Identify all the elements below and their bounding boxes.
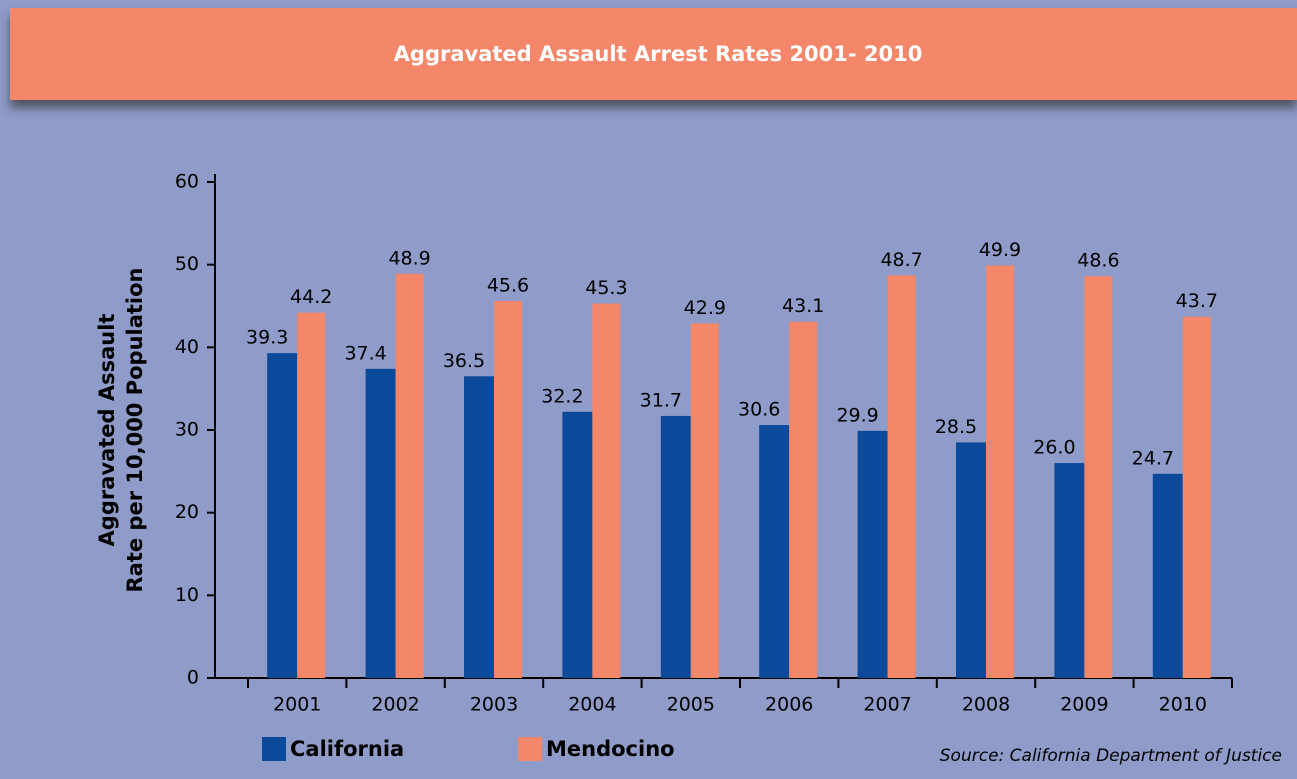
x-tick-label: 2006 <box>765 694 813 716</box>
value-label: 37.4 <box>344 342 386 364</box>
y-tick-label: 0 <box>187 667 199 689</box>
bar <box>592 303 621 678</box>
legend-label: California <box>290 737 404 761</box>
bar <box>494 301 522 678</box>
value-label: 30.6 <box>738 399 780 421</box>
x-tick-label: 2007 <box>863 694 911 716</box>
value-label: 45.3 <box>585 277 627 299</box>
bar <box>1152 473 1183 678</box>
value-label: 48.9 <box>388 247 430 269</box>
value-label: 31.7 <box>640 389 682 411</box>
bar <box>857 430 888 678</box>
bar <box>1182 316 1211 678</box>
legend-swatch <box>262 737 286 761</box>
y-axis-label: Rate per 10,000 Population <box>123 267 147 592</box>
value-label: 42.9 <box>684 297 726 319</box>
value-label: 39.3 <box>246 327 288 349</box>
source-note: Source: California Department of Justice <box>940 746 1282 766</box>
value-label: 28.5 <box>935 416 977 438</box>
bar <box>956 442 986 678</box>
bar <box>464 376 494 678</box>
x-tick-label: 2009 <box>1060 694 1108 716</box>
y-tick-label: 10 <box>175 584 199 606</box>
y-tick-label: 60 <box>175 171 199 193</box>
value-label: 49.9 <box>979 239 1021 261</box>
legend-swatch <box>518 737 542 761</box>
y-tick-label: 20 <box>175 501 199 523</box>
x-tick-label: 2003 <box>470 694 518 716</box>
y-axis-label: Aggravated Assault <box>95 314 119 547</box>
x-tick-label: 2004 <box>568 694 616 716</box>
bar <box>395 273 424 678</box>
value-label: 32.2 <box>541 385 583 407</box>
y-tick-label: 40 <box>175 336 199 358</box>
bar <box>789 321 818 678</box>
bar <box>660 415 691 678</box>
y-tick-label: 50 <box>175 253 199 275</box>
legend-label: Mendocino <box>546 737 675 761</box>
value-label: 29.9 <box>836 404 878 426</box>
bar <box>690 323 719 678</box>
value-label: 48.6 <box>1077 250 1119 272</box>
value-label: 43.7 <box>1176 290 1218 312</box>
x-tick-label: 2010 <box>1159 694 1207 716</box>
bar <box>267 353 298 678</box>
x-tick-label: 2008 <box>962 694 1010 716</box>
bar <box>986 265 1014 678</box>
y-tick-label: 30 <box>175 419 199 441</box>
bar <box>297 312 326 678</box>
bar <box>887 275 916 678</box>
x-tick-label: 2001 <box>273 694 321 716</box>
x-tick-label: 2005 <box>667 694 715 716</box>
title-banner <box>10 8 1297 100</box>
value-label: 45.6 <box>487 275 529 297</box>
bar <box>562 411 593 678</box>
x-tick-label: 2002 <box>371 694 419 716</box>
chart-title: Aggravated Assault Arrest Rates 2001- 20… <box>394 42 923 66</box>
bar <box>1084 276 1113 678</box>
value-label: 48.7 <box>880 249 922 271</box>
value-label: 36.5 <box>443 350 485 372</box>
value-label: 44.2 <box>290 286 332 308</box>
bar <box>1054 463 1085 678</box>
value-label: 24.7 <box>1132 447 1174 469</box>
bar <box>759 425 790 678</box>
bar <box>365 368 396 678</box>
value-label: 26.0 <box>1033 437 1075 459</box>
value-label: 43.1 <box>782 295 824 317</box>
